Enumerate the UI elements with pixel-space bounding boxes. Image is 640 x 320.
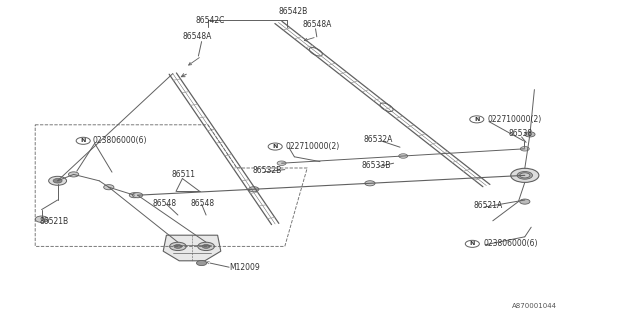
Text: 86532B: 86532B xyxy=(253,166,282,175)
Circle shape xyxy=(174,244,182,248)
Circle shape xyxy=(520,173,530,178)
Text: 86548A: 86548A xyxy=(303,20,332,29)
Polygon shape xyxy=(163,235,221,261)
Text: 86548A: 86548A xyxy=(182,32,212,41)
Text: N: N xyxy=(273,144,278,149)
Text: N: N xyxy=(474,117,479,122)
Circle shape xyxy=(104,185,114,190)
Circle shape xyxy=(268,143,282,150)
Text: M12009: M12009 xyxy=(229,263,260,272)
Circle shape xyxy=(520,147,529,151)
Circle shape xyxy=(525,132,535,137)
Circle shape xyxy=(49,176,67,185)
Text: 023806000(6): 023806000(6) xyxy=(483,239,538,248)
Text: A870001044: A870001044 xyxy=(512,303,557,308)
Circle shape xyxy=(517,172,532,179)
Text: 86548: 86548 xyxy=(152,199,177,208)
Text: 86533B: 86533B xyxy=(362,161,391,170)
Circle shape xyxy=(35,216,48,222)
Text: 022710000(2): 022710000(2) xyxy=(487,115,541,124)
Circle shape xyxy=(196,260,207,266)
Text: N: N xyxy=(81,138,86,143)
Circle shape xyxy=(129,193,140,198)
Circle shape xyxy=(365,181,375,186)
Circle shape xyxy=(68,172,79,177)
Circle shape xyxy=(198,242,214,251)
Text: 86521B: 86521B xyxy=(40,217,69,226)
Circle shape xyxy=(470,116,484,123)
Circle shape xyxy=(399,154,408,158)
Circle shape xyxy=(170,242,186,251)
Text: 022710000(2): 022710000(2) xyxy=(285,142,340,151)
Text: N: N xyxy=(470,241,475,246)
Circle shape xyxy=(202,244,210,248)
Text: 86521A: 86521A xyxy=(474,201,503,210)
Circle shape xyxy=(248,187,259,192)
Text: 86511: 86511 xyxy=(172,170,196,179)
Circle shape xyxy=(76,137,90,144)
Circle shape xyxy=(465,240,479,247)
Text: 023806000(6): 023806000(6) xyxy=(93,136,147,145)
Circle shape xyxy=(511,168,539,182)
Text: 86532A: 86532A xyxy=(364,135,393,144)
Text: 86548: 86548 xyxy=(191,199,215,208)
Text: 86538: 86538 xyxy=(509,129,533,138)
Circle shape xyxy=(53,179,62,183)
Text: 86542B: 86542B xyxy=(278,7,308,16)
Circle shape xyxy=(277,161,286,165)
Circle shape xyxy=(520,199,530,204)
Text: 86542C: 86542C xyxy=(195,16,225,25)
Circle shape xyxy=(132,193,143,198)
